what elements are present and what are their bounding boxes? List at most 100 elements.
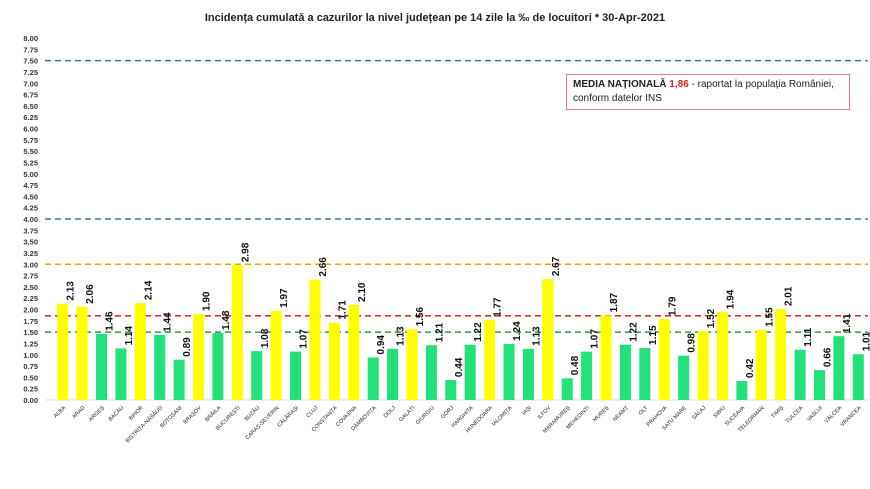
y-tick-label: 7.75 [23,45,38,54]
data-label: 1.07 [299,329,310,349]
data-label: 1.56 [415,307,426,327]
bar [736,380,748,400]
y-tick-label: 1.00 [23,351,38,360]
x-tick-label: ALBA [53,405,67,419]
bar [290,351,302,400]
bar [367,357,379,400]
x-tick-label: IALOMIȚA [491,405,514,428]
bar [484,319,496,400]
data-label: 2.01 [784,286,795,306]
x-tick-label: CLUJ [305,405,319,419]
data-label: 1.07 [590,329,601,349]
y-tick-label: 5.25 [23,158,38,167]
y-tick-label: 7.25 [23,68,38,77]
bar [716,312,728,400]
bar [57,303,69,400]
y-tick-label: 4.50 [23,192,38,201]
bar [794,349,806,400]
x-tick-label: SĂLAJ [691,404,708,421]
bar [173,359,185,400]
bar [348,304,360,400]
x-tick-label: VRANCEA [840,405,863,428]
bar [270,310,282,400]
bar [76,306,88,400]
data-label: 0.89 [182,337,193,357]
y-tick-label: 6.25 [23,113,38,122]
bar [387,348,399,400]
data-label: 2.98 [240,242,251,262]
data-label: 1.22 [628,322,639,342]
y-tick-label: 2.50 [23,283,38,292]
bar [193,314,205,400]
y-tick-label: 8.00 [23,34,38,43]
y-tick-label: 3.75 [23,226,38,235]
x-tick-label: VÂLCEA [823,404,844,425]
chart-title: Incidența cumulată a cazurilor la nivel … [204,12,666,24]
bar [678,355,690,400]
data-label: 1.01 [861,331,870,351]
x-tick-label: DOLJ [383,405,397,419]
note-heading: MEDIA NAȚIONALĂ [573,79,667,90]
y-tick-label: 3.00 [23,260,38,269]
x-tick-label: NEAMȚ [612,405,630,423]
data-label: 1.15 [648,325,659,345]
data-label: 2.66 [318,257,329,277]
data-label: 1.41 [842,313,853,333]
bar [639,347,651,400]
x-tick-label: CĂLĂRAȘI [276,404,301,429]
x-tick-label: GIURGIU [415,405,436,426]
data-label: 0.42 [745,358,756,378]
y-tick-label: 6.75 [23,91,38,100]
note-text: - raportat la populația României, confor… [573,79,834,104]
data-label: 2.14 [143,280,154,300]
data-label: 0.48 [570,355,581,375]
bar [852,354,864,400]
bar [581,351,593,400]
data-label: 0.98 [687,333,698,353]
data-label: 1.14 [124,326,135,346]
bar [755,329,767,400]
y-tick-label: 1.50 [23,328,38,337]
bar [542,279,554,400]
bar [231,265,243,400]
bar [154,334,166,400]
data-label: 1.13 [531,326,542,346]
x-tick-label: CARAȘ-SEVERIN [245,405,281,441]
data-label: 1.46 [105,311,116,331]
y-tick-label: 0.25 [23,385,38,394]
y-tick-label: 0.50 [23,373,38,382]
y-tick-label: 4.25 [23,204,38,213]
y-tick-label: 7.00 [23,79,38,88]
data-label: 1.94 [725,289,736,309]
x-tick-label: BACĂU [107,404,125,422]
x-tick-label: ARGEȘ [88,405,106,423]
y-tick-label: 6.50 [23,102,38,111]
x-tick-label: TULCEA [785,405,805,425]
data-label: 2.10 [357,282,368,302]
y-tick-label: 5.75 [23,136,38,145]
x-tick-label: BISTRIȚA-NĂSĂUD [124,404,164,444]
bar [619,344,631,400]
bar [600,315,612,400]
bar [445,380,457,400]
data-label: 1.11 [803,327,814,346]
y-tick-label: 6.00 [23,125,38,134]
data-label: 1.52 [706,308,717,328]
data-label: 2.06 [85,284,96,304]
y-tick-label: 5.50 [23,147,38,156]
y-tick-label: 5.00 [23,170,38,179]
bar [328,322,340,400]
x-tick-label: BUZĂU [243,404,261,422]
bar [522,348,534,400]
data-label: 0.94 [376,335,387,355]
bar [697,331,709,400]
bar [775,309,787,400]
bar [658,319,670,400]
x-tick-label: MUREȘ [592,405,611,424]
x-tick-label: OLT [638,405,650,417]
bar [561,378,573,400]
data-label: 1.97 [279,288,290,308]
data-label: 0.66 [822,347,833,367]
bar [406,329,418,400]
